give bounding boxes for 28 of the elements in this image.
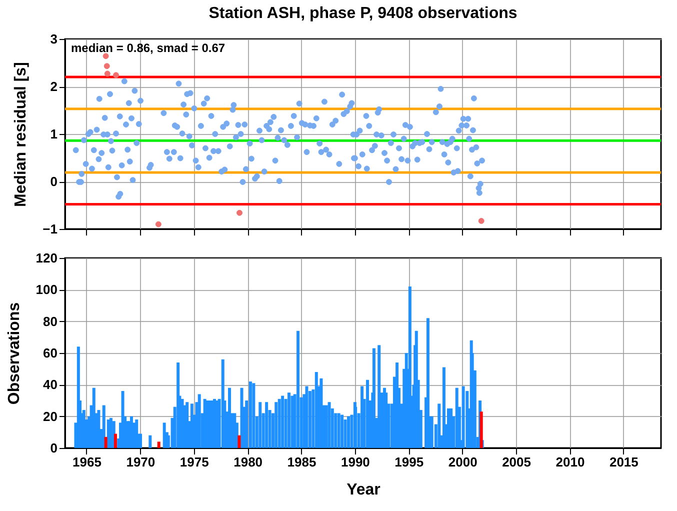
- x-tick-label: 1970: [126, 454, 156, 470]
- y-tick-label: 40: [43, 377, 58, 392]
- y-tick-label: 100: [36, 282, 58, 298]
- y-tick-label: 0: [50, 174, 58, 189]
- y-axis-title: Median residual [s]: [12, 62, 30, 207]
- y-axis-title: Observations: [6, 302, 23, 405]
- x-tick-label: 2005: [502, 454, 531, 470]
- y-tick-label: 3: [50, 32, 58, 46]
- x-tick-label: 1995: [394, 454, 424, 470]
- y-tick-label: 120: [36, 250, 58, 266]
- y-tick-label: 0: [50, 440, 58, 456]
- x-axis-title: Year: [346, 482, 380, 498]
- y-tick-label: 60: [43, 346, 58, 360]
- x-tick-label: 2010: [556, 454, 585, 470]
- x-tick-label: 2000: [448, 454, 478, 470]
- x-tick-label: 1965: [72, 454, 102, 470]
- y-tick-label: 80: [43, 314, 58, 329]
- y-tick-label: 1: [50, 126, 58, 142]
- y-tick-label: 20: [43, 408, 58, 424]
- x-tick-label: 1985: [287, 454, 316, 470]
- x-tick-label: 1975: [180, 454, 209, 470]
- y-tick-label: 2: [50, 79, 58, 94]
- x-tick-label: 1980: [234, 454, 263, 470]
- chart-title: Station ASH, phase P, 9408 observations: [208, 5, 518, 22]
- x-tick-label: 1990: [340, 454, 370, 470]
- x-tick-label: 2015: [609, 454, 638, 470]
- y-tick-label: −1: [42, 222, 58, 236]
- annotation: median = 0.86, smad = 0.67: [71, 41, 226, 55]
